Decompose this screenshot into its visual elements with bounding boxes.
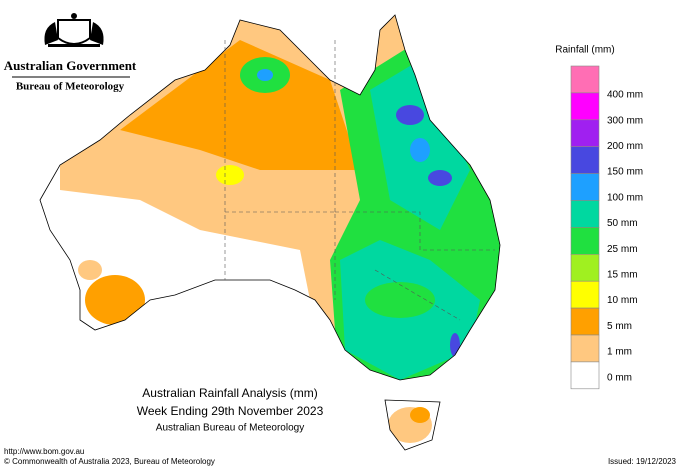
state-borders <box>224 40 495 321</box>
legend-swatch <box>570 173 600 201</box>
legend-label: 300 mm <box>607 115 643 126</box>
map-title: Australian Rainfall Analysis (mm) <box>142 386 317 400</box>
copyright: © Commonwealth of Australia 2023, Bureau… <box>4 457 215 466</box>
legend-label: 5 mm <box>607 321 632 332</box>
legend-swatch <box>570 227 600 255</box>
legend-swatch <box>570 146 600 174</box>
issued: Issued: 19/12/2023 <box>608 457 677 466</box>
legend-label: 100 mm <box>607 192 643 203</box>
legend-label: 1 mm <box>607 347 632 358</box>
legend-label: 400 mm <box>607 90 643 101</box>
legend-swatch <box>570 334 600 363</box>
legend-label: 15 mm <box>607 270 638 281</box>
legend-swatch <box>570 361 600 390</box>
coat-of-arms <box>44 13 104 47</box>
legend-swatch <box>570 200 600 228</box>
legend-label: 150 mm <box>607 167 643 178</box>
legend-swatch <box>570 119 600 148</box>
url: http://www.bom.gov.au <box>4 447 84 456</box>
legend-label: 50 mm <box>607 218 638 229</box>
legend-label: 25 mm <box>607 244 638 255</box>
legend-swatch <box>570 280 600 309</box>
coastline <box>39 14 501 451</box>
legend-label: 0 mm <box>607 372 632 383</box>
legend-swatch <box>570 307 600 336</box>
government: Australian Government <box>4 58 137 73</box>
agency: Bureau of Meteorology <box>16 81 125 93</box>
legend-swatch <box>570 65 600 94</box>
legend-label: 200 mm <box>607 141 643 152</box>
legend-label: 10 mm <box>607 295 638 306</box>
map-source: Australian Bureau of Meteorology <box>156 423 304 434</box>
legend: 400 mm 300 mm 200 mm 150 mm 100 mm 50 mm 25 mm… <box>570 65 643 390</box>
map-subtitle: Week Ending 29th November 2023 <box>137 404 324 418</box>
legend-swatch <box>570 254 600 282</box>
legend-title: Rainfall (mm) <box>555 45 614 56</box>
legend-swatch <box>570 92 600 121</box>
